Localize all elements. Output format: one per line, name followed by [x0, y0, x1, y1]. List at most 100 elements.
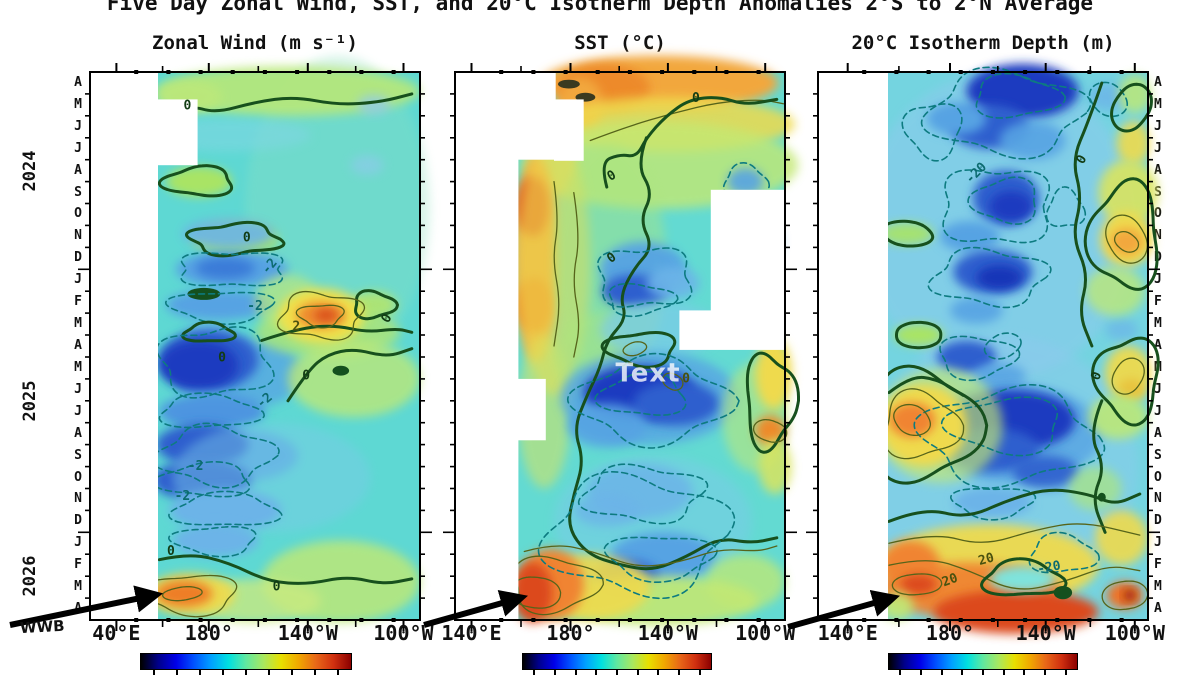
anomaly-blob [573, 494, 640, 527]
anomaly-blob [1105, 318, 1139, 341]
anomaly-blob [1098, 159, 1158, 226]
colorbar-tick [678, 670, 681, 675]
month-label-left: F [74, 294, 82, 310]
contour-label: 0 [218, 351, 226, 366]
anomaly-blob [727, 167, 764, 196]
anomaly-blob [567, 403, 647, 448]
contour-line-zero [600, 330, 677, 369]
longitude-label: 100°W [1104, 621, 1165, 645]
month-label-left: D [74, 250, 82, 266]
month-label-left: M [74, 97, 82, 113]
contour-line-dash [1045, 186, 1087, 228]
contour-label: 0 [692, 91, 700, 106]
missing-data-region [679, 310, 785, 350]
longitude-label: 180° [925, 621, 975, 645]
anomaly-blob [933, 589, 1099, 634]
anomaly-blob [999, 121, 1066, 160]
anomaly-blob [646, 266, 700, 300]
contour-line-dash [942, 169, 1051, 244]
colorbar-tick [574, 670, 577, 675]
contour-line-dash [158, 392, 265, 429]
month-label-left: M [74, 360, 82, 376]
contour-line-zero [568, 136, 779, 571]
longitude-label: 100°W [735, 621, 796, 645]
colorbar-tick [595, 670, 598, 675]
anomaly-blob [926, 102, 987, 135]
contour-line-dash [983, 332, 1022, 360]
contour-line-thin [891, 573, 943, 596]
contour-line-thin [1101, 580, 1149, 611]
colorbar-tick [221, 670, 224, 675]
month-label-left: J [74, 382, 82, 398]
anomaly-blob [940, 221, 1000, 252]
contour-label: 20 [940, 571, 960, 591]
month-label-right: A [1154, 338, 1162, 354]
contour-line-zero [260, 324, 414, 342]
year-label: 2026 [20, 555, 40, 597]
panel-isotherm-depth: -20 0 0 20 20 -20 [806, 63, 1160, 634]
anomaly-blob [1110, 228, 1144, 256]
contour-line-dash [168, 490, 283, 526]
anomaly-blob [156, 580, 213, 607]
month-label-left: J [74, 272, 82, 288]
contour-line-thin [523, 545, 778, 567]
anomaly-blob [755, 337, 792, 409]
contour-line-zero [895, 320, 943, 350]
month-label-left: A [74, 338, 82, 354]
longitude-label: 40°E [92, 621, 141, 645]
contour-line-dash [168, 525, 257, 558]
contour-line-zero [157, 92, 414, 121]
missing-data-region [158, 99, 198, 166]
month-label-right: A [1154, 162, 1162, 178]
contour-line-dash [1028, 531, 1100, 574]
contour-line-dash [608, 282, 679, 318]
contour-line-dash [940, 396, 1059, 457]
contour-line-zero [1083, 177, 1159, 291]
colorbar-tick [1002, 670, 1005, 675]
contour-line-zero [157, 164, 234, 198]
contour-line-thin [553, 180, 560, 347]
contour-line-dash [566, 352, 740, 449]
colorbar-tick [961, 670, 964, 675]
colorbar-sst [522, 653, 712, 670]
contour-line-thin [276, 290, 366, 341]
contour-line-zero [980, 557, 1068, 597]
wwb-annotation-label: WWB [19, 616, 65, 638]
anomaly-blob [880, 222, 934, 245]
contour-line-thin [1113, 230, 1140, 253]
colorbar-isotherm-depth [888, 653, 1078, 670]
month-label-right: M [1154, 360, 1162, 376]
contour-line-dash [597, 247, 693, 308]
colorbar-zonal-wind [140, 653, 352, 670]
month-label-left: S [74, 447, 82, 463]
missing-data-region [90, 72, 158, 620]
longitude-label: 180° [184, 621, 233, 645]
longitude-label: 140°W [1015, 621, 1076, 645]
month-label-right: S [1154, 447, 1162, 463]
colorbar-tick [291, 670, 294, 675]
colorbar-tick [337, 670, 340, 675]
anomaly-blob [1123, 589, 1136, 601]
panel-title-sst: SST (°C) [574, 32, 666, 54]
month-label-left: O [74, 206, 82, 222]
contour-line-dash [975, 72, 1066, 119]
panel-title-zonal-wind: Zonal Wind (m s⁻¹) [152, 32, 358, 54]
anomaly-blob [350, 155, 384, 176]
month-label-left: J [74, 535, 82, 551]
anomaly-blob [953, 486, 1033, 518]
month-label-left: F [74, 557, 82, 573]
missing-data-region [517, 378, 546, 441]
contour-line-dash [577, 463, 709, 525]
anomaly-blob [893, 324, 944, 346]
colorbar-tick [636, 670, 639, 675]
month-label-right: J [1154, 382, 1162, 398]
longitude-label: 180° [546, 621, 595, 645]
month-label-right: O [1154, 469, 1162, 485]
contour-line-thin [752, 419, 788, 443]
month-label-left: J [74, 403, 82, 419]
contour-label: 0 [183, 99, 191, 114]
anomaly-blob [172, 524, 259, 557]
month-label-right: J [1154, 119, 1162, 135]
